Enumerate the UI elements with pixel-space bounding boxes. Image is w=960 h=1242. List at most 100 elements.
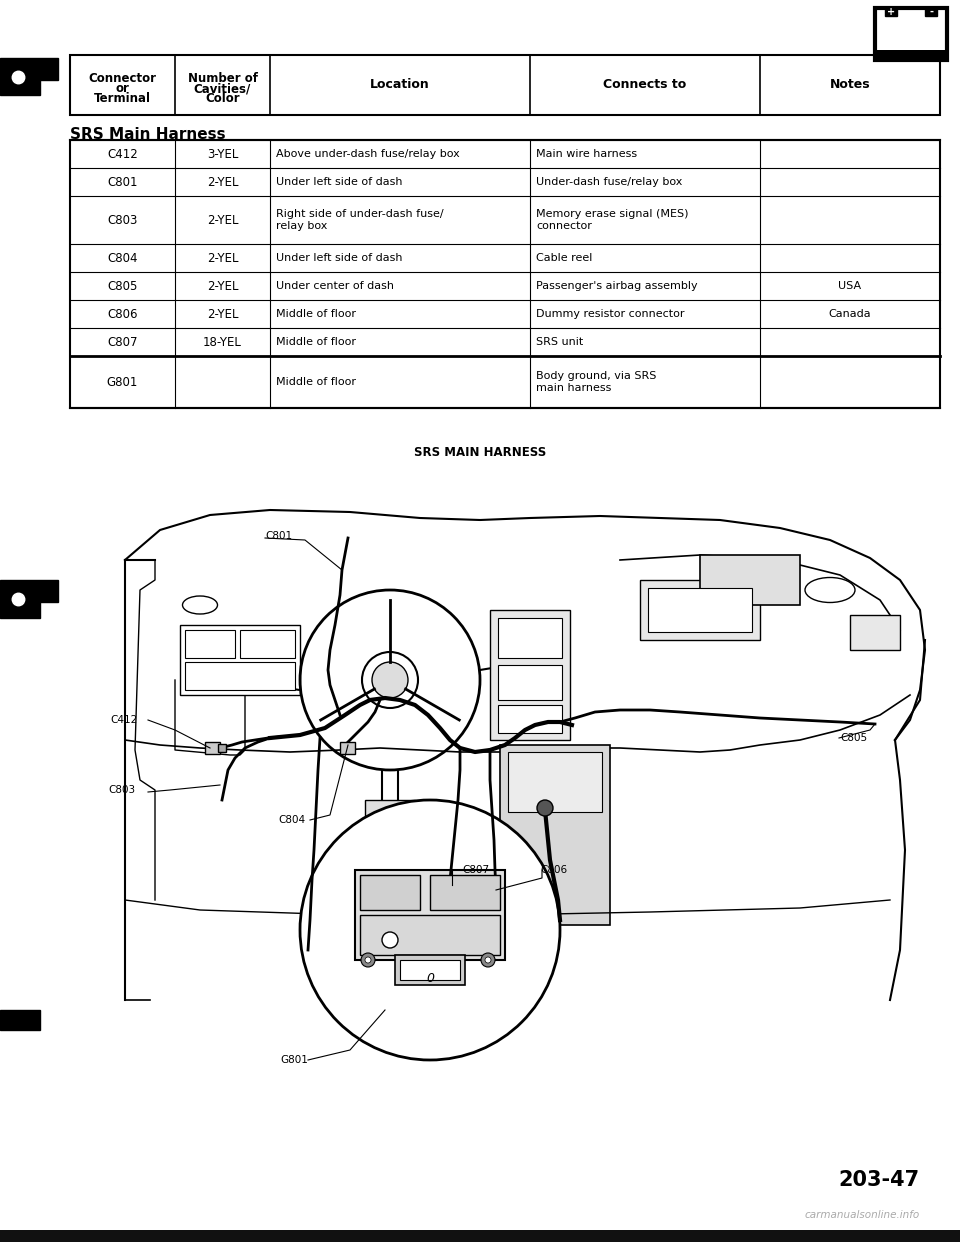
- Bar: [850, 615, 900, 650]
- Circle shape: [485, 958, 491, 963]
- Text: Color: Color: [205, 92, 240, 106]
- Text: Passenger's airbag assembly: Passenger's airbag assembly: [536, 281, 698, 291]
- Text: Middle of floor: Middle of floor: [276, 337, 356, 347]
- Bar: [925, 7, 937, 16]
- Text: 0: 0: [426, 971, 434, 985]
- Text: SRS Main Harness: SRS Main Harness: [70, 127, 226, 142]
- Text: C803: C803: [108, 214, 137, 226]
- Text: C806: C806: [540, 864, 567, 876]
- Text: Under-dash fuse/relay box: Under-dash fuse/relay box: [536, 178, 683, 188]
- Text: Notes: Notes: [829, 78, 871, 92]
- Bar: [360, 915, 500, 955]
- Bar: [500, 745, 610, 925]
- Text: C804: C804: [278, 815, 305, 825]
- Text: carmanualsonline.info: carmanualsonline.info: [804, 1210, 920, 1220]
- Text: USA: USA: [838, 281, 861, 291]
- Polygon shape: [0, 580, 58, 619]
- Text: -: -: [929, 7, 933, 17]
- Text: Right side of under-dash fuse/
relay box: Right side of under-dash fuse/ relay box: [276, 209, 444, 231]
- Bar: [508, 751, 602, 812]
- Text: 18-YEL: 18-YEL: [204, 335, 242, 349]
- Text: Middle of floor: Middle of floor: [276, 378, 356, 388]
- Text: C412: C412: [110, 715, 137, 725]
- Text: 2-YEL: 2-YEL: [206, 214, 238, 226]
- Circle shape: [537, 800, 553, 816]
- Text: C804: C804: [108, 251, 137, 265]
- Bar: [205, 741, 220, 754]
- Text: C801: C801: [265, 532, 292, 542]
- Bar: [880, 16, 942, 53]
- Bar: [0, 1230, 960, 1242]
- Bar: [70, 140, 940, 409]
- Text: C806: C806: [108, 308, 137, 320]
- Text: Middle of floor: Middle of floor: [276, 309, 356, 319]
- Bar: [395, 955, 465, 985]
- Text: 2-YEL: 2-YEL: [206, 308, 238, 320]
- Bar: [355, 869, 505, 960]
- Bar: [490, 610, 570, 740]
- Text: 2-YEL: 2-YEL: [206, 175, 238, 189]
- Text: Location: Location: [371, 78, 430, 92]
- Circle shape: [361, 953, 375, 968]
- Bar: [498, 619, 562, 658]
- Ellipse shape: [805, 578, 855, 602]
- Text: SRS unit: SRS unit: [536, 337, 584, 347]
- Bar: [340, 741, 355, 754]
- Text: Dummy resistor connector: Dummy resistor connector: [536, 309, 684, 319]
- Text: Cable reel: Cable reel: [536, 253, 592, 263]
- Text: C805: C805: [840, 733, 867, 743]
- Text: 3-YEL: 3-YEL: [206, 148, 238, 160]
- Text: Number of: Number of: [187, 72, 257, 86]
- Text: 203-47: 203-47: [839, 1170, 920, 1190]
- Circle shape: [372, 662, 408, 698]
- Text: C803: C803: [108, 785, 135, 795]
- Text: or: or: [115, 82, 130, 96]
- Circle shape: [481, 953, 495, 968]
- Circle shape: [365, 958, 371, 963]
- Polygon shape: [0, 1010, 40, 1030]
- Bar: [885, 7, 897, 16]
- Text: C807: C807: [462, 864, 490, 876]
- Bar: [240, 630, 295, 658]
- Text: G801: G801: [280, 1054, 308, 1064]
- Text: Connects to: Connects to: [604, 78, 686, 92]
- Polygon shape: [0, 58, 58, 94]
- Bar: [498, 664, 562, 700]
- Bar: [877, 50, 945, 58]
- Ellipse shape: [182, 596, 218, 614]
- Bar: [648, 587, 752, 632]
- Bar: [365, 800, 415, 830]
- Text: Main wire harness: Main wire harness: [536, 149, 637, 159]
- Bar: [360, 876, 420, 910]
- Bar: [180, 625, 300, 696]
- Text: C412: C412: [108, 148, 138, 160]
- Text: Above under-dash fuse/relay box: Above under-dash fuse/relay box: [276, 149, 460, 159]
- Text: +: +: [887, 7, 895, 17]
- Circle shape: [300, 800, 560, 1059]
- Text: Under left side of dash: Under left side of dash: [276, 253, 402, 263]
- Text: Canada: Canada: [828, 309, 872, 319]
- Bar: [875, 7, 947, 60]
- Text: SRS MAIN HARNESS: SRS MAIN HARNESS: [414, 446, 546, 460]
- Bar: [640, 580, 760, 640]
- Circle shape: [382, 932, 398, 948]
- Bar: [430, 876, 500, 910]
- Text: Under center of dash: Under center of dash: [276, 281, 394, 291]
- Text: Terminal: Terminal: [94, 92, 151, 106]
- Bar: [185, 630, 235, 658]
- Text: G801: G801: [107, 375, 138, 389]
- Bar: [498, 705, 562, 733]
- Text: Memory erase signal (MES)
connector: Memory erase signal (MES) connector: [536, 209, 688, 231]
- Text: Under left side of dash: Under left side of dash: [276, 178, 402, 188]
- Text: C801: C801: [108, 175, 137, 189]
- Text: 2-YEL: 2-YEL: [206, 279, 238, 293]
- Bar: [218, 744, 226, 751]
- Bar: [70, 55, 940, 116]
- Bar: [185, 662, 295, 691]
- Text: Cavities/: Cavities/: [194, 82, 252, 96]
- Text: C807: C807: [108, 335, 137, 349]
- Bar: [700, 555, 800, 605]
- Text: 2-YEL: 2-YEL: [206, 251, 238, 265]
- Text: Connector: Connector: [88, 72, 156, 86]
- Text: Body ground, via SRS
main harness: Body ground, via SRS main harness: [536, 371, 657, 394]
